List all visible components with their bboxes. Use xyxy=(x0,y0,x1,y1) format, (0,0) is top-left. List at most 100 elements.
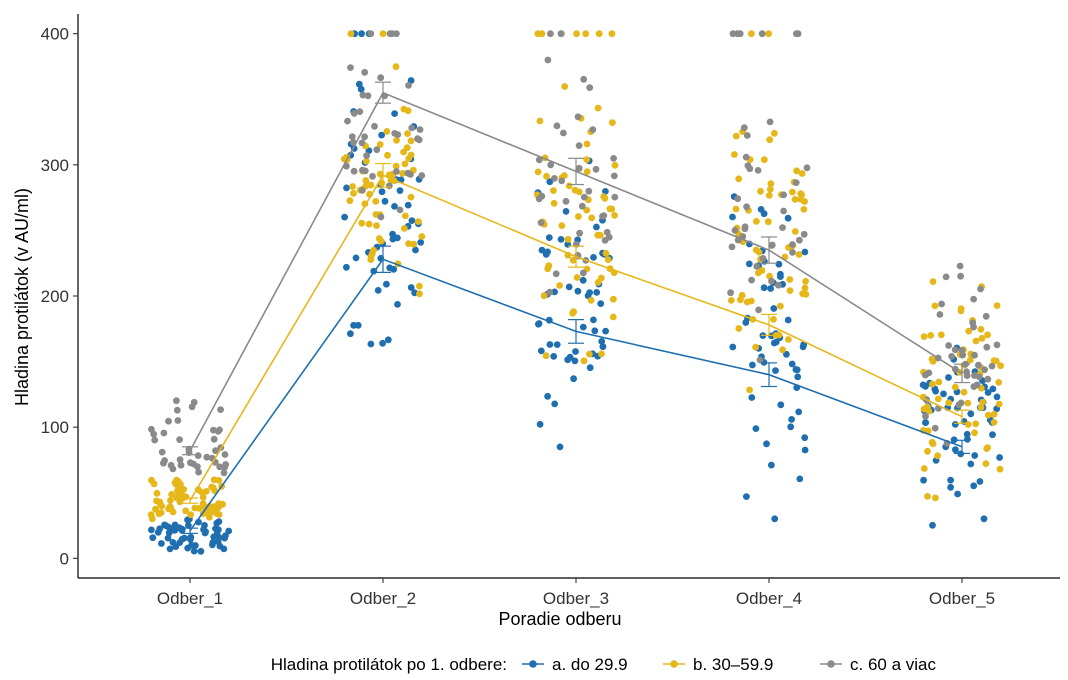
data-point xyxy=(736,30,744,38)
data-point xyxy=(759,255,767,262)
data-point xyxy=(574,287,582,295)
data-point xyxy=(367,340,375,348)
data-point xyxy=(553,122,561,130)
data-point xyxy=(569,309,577,317)
data-point xyxy=(166,545,174,553)
data-point xyxy=(152,505,159,513)
data-point xyxy=(745,260,753,268)
data-point xyxy=(801,446,809,454)
data-point xyxy=(147,511,155,519)
data-point xyxy=(729,213,736,221)
data-point xyxy=(543,172,550,180)
data-point xyxy=(801,284,809,292)
data-point xyxy=(920,333,928,340)
data-point xyxy=(976,478,984,485)
data-point xyxy=(963,368,970,376)
data-point xyxy=(802,277,809,285)
data-point xyxy=(729,343,737,351)
data-point xyxy=(771,515,779,523)
data-point xyxy=(547,30,554,38)
data-point xyxy=(158,448,166,456)
data-point xyxy=(993,341,1001,349)
legend-title: Hladina protilátok po 1. odbere: xyxy=(271,655,507,674)
legend-label: b. 30–59.9 xyxy=(693,655,773,674)
data-point xyxy=(990,357,998,365)
legend-swatch-dot xyxy=(827,660,835,668)
data-point xyxy=(383,127,391,135)
data-point xyxy=(787,423,795,431)
data-point xyxy=(610,155,617,162)
data-point xyxy=(392,63,400,71)
data-point xyxy=(216,426,223,434)
data-point xyxy=(352,254,360,262)
x-ticks: Odber_1 Odber_2 Odber_3 Odber_4 Odber_5 xyxy=(157,578,995,608)
error-bar xyxy=(568,319,584,344)
data-point xyxy=(951,383,959,391)
data-point xyxy=(728,243,736,251)
data-point xyxy=(201,529,209,537)
data-point xyxy=(957,272,964,280)
data-point xyxy=(598,350,605,358)
data-point xyxy=(167,497,174,504)
data-point xyxy=(957,307,965,315)
data-point xyxy=(359,91,367,99)
data-point xyxy=(990,410,998,418)
data-point xyxy=(801,198,808,205)
data-point xyxy=(220,469,228,477)
data-point xyxy=(575,142,583,150)
data-point xyxy=(780,191,788,199)
data-point xyxy=(401,160,409,168)
data-point xyxy=(997,362,1004,370)
data-point xyxy=(777,401,785,409)
data-point xyxy=(569,256,577,264)
data-point xyxy=(575,164,583,172)
data-point xyxy=(583,206,591,214)
data-point xyxy=(365,220,373,228)
data-point xyxy=(547,161,555,169)
data-point xyxy=(221,451,229,458)
data-point xyxy=(225,527,233,535)
data-point xyxy=(535,320,543,327)
data-point xyxy=(919,381,927,389)
data-point xyxy=(931,302,939,310)
data-point xyxy=(922,419,929,426)
data-point xyxy=(777,270,784,278)
y-axis-title: Hladina protilátok (v AU/ml) xyxy=(12,188,32,406)
data-point xyxy=(970,295,977,303)
data-point xyxy=(583,168,591,176)
data-point xyxy=(593,289,601,296)
data-point xyxy=(534,30,542,38)
data-point xyxy=(418,172,426,179)
data-point xyxy=(573,274,581,281)
data-point xyxy=(767,285,774,292)
data-point xyxy=(210,426,217,434)
data-point xyxy=(791,228,799,235)
data-point xyxy=(977,285,984,293)
data-point xyxy=(734,195,742,203)
data-point xyxy=(948,353,955,360)
data-point xyxy=(771,129,778,137)
data-point xyxy=(801,434,809,442)
data-point xyxy=(396,187,404,195)
data-point xyxy=(176,436,184,443)
data-point xyxy=(551,175,558,182)
data-point xyxy=(389,230,396,238)
data-point xyxy=(537,219,545,227)
data-point xyxy=(752,425,760,432)
data-point xyxy=(545,234,553,242)
data-point xyxy=(951,346,959,354)
data-point xyxy=(178,535,186,543)
data-point xyxy=(596,231,604,239)
data-point xyxy=(367,181,375,189)
data-point xyxy=(350,167,358,175)
error-bar xyxy=(761,236,777,264)
data-point xyxy=(800,206,808,213)
data-point xyxy=(801,248,809,256)
legend-label: c. 60 a viac xyxy=(850,655,936,674)
data-point xyxy=(358,187,366,194)
data-point xyxy=(788,416,795,423)
data-point xyxy=(979,398,986,406)
data-point xyxy=(358,30,365,38)
data-point xyxy=(381,197,389,205)
data-point xyxy=(794,30,802,38)
